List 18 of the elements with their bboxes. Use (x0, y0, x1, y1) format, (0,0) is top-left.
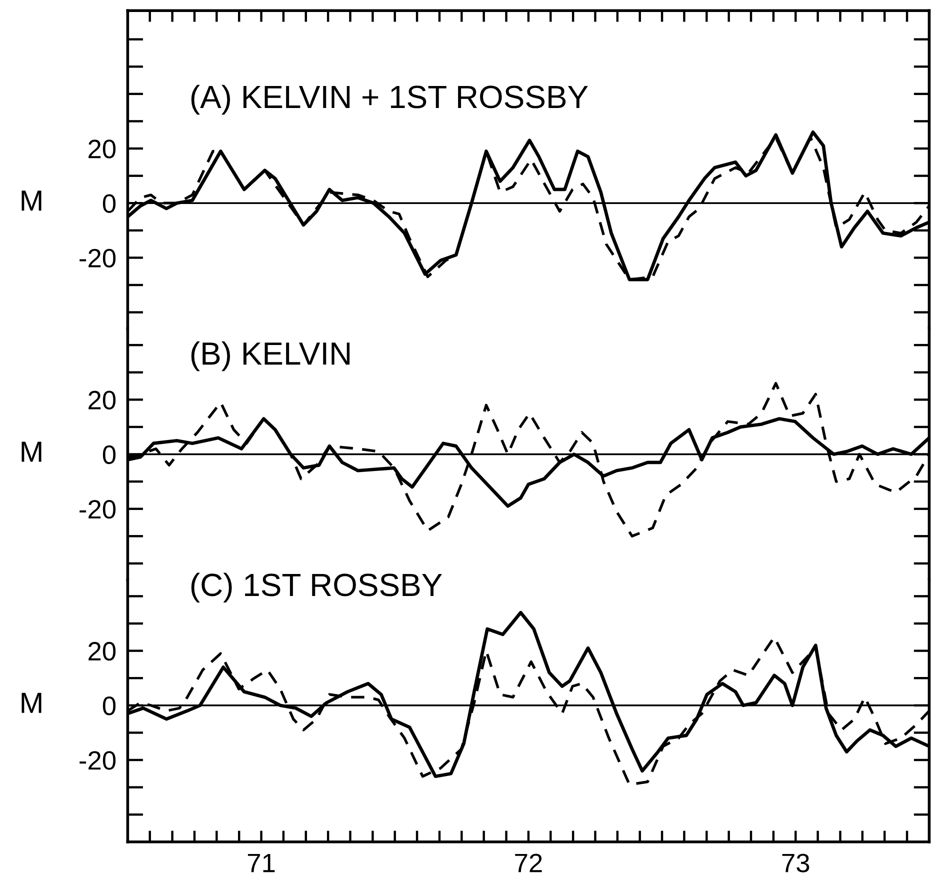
chart-title: (C) 1ST ROSSBY (191, 572, 442, 603)
text: (A) KELVIN + 1ST ROSSBY (191, 84, 588, 115)
y-axis-title: M (22, 692, 42, 713)
y-tick-label: 0 (102, 445, 116, 464)
y-tick-label: 0 (102, 194, 116, 213)
x-tick-label: 72 (515, 854, 542, 872)
y-tick-label: 20 (88, 642, 116, 661)
y-tick-label: -20 (80, 248, 116, 268)
y-tick-label: 20 (88, 140, 116, 158)
chart-title: (B) KELVIN (191, 341, 350, 372)
y-tick-label: -20 (80, 500, 116, 519)
y-tick-label: 20 (88, 390, 116, 410)
y-axis-title: M (22, 442, 42, 462)
y-tick-label: 0 (102, 696, 116, 716)
y-axis-title: M (22, 190, 42, 211)
x-tick-label: 71 (248, 854, 275, 872)
y-tick-label: -20 (80, 751, 116, 770)
x-tick-label: 73 (782, 854, 810, 872)
